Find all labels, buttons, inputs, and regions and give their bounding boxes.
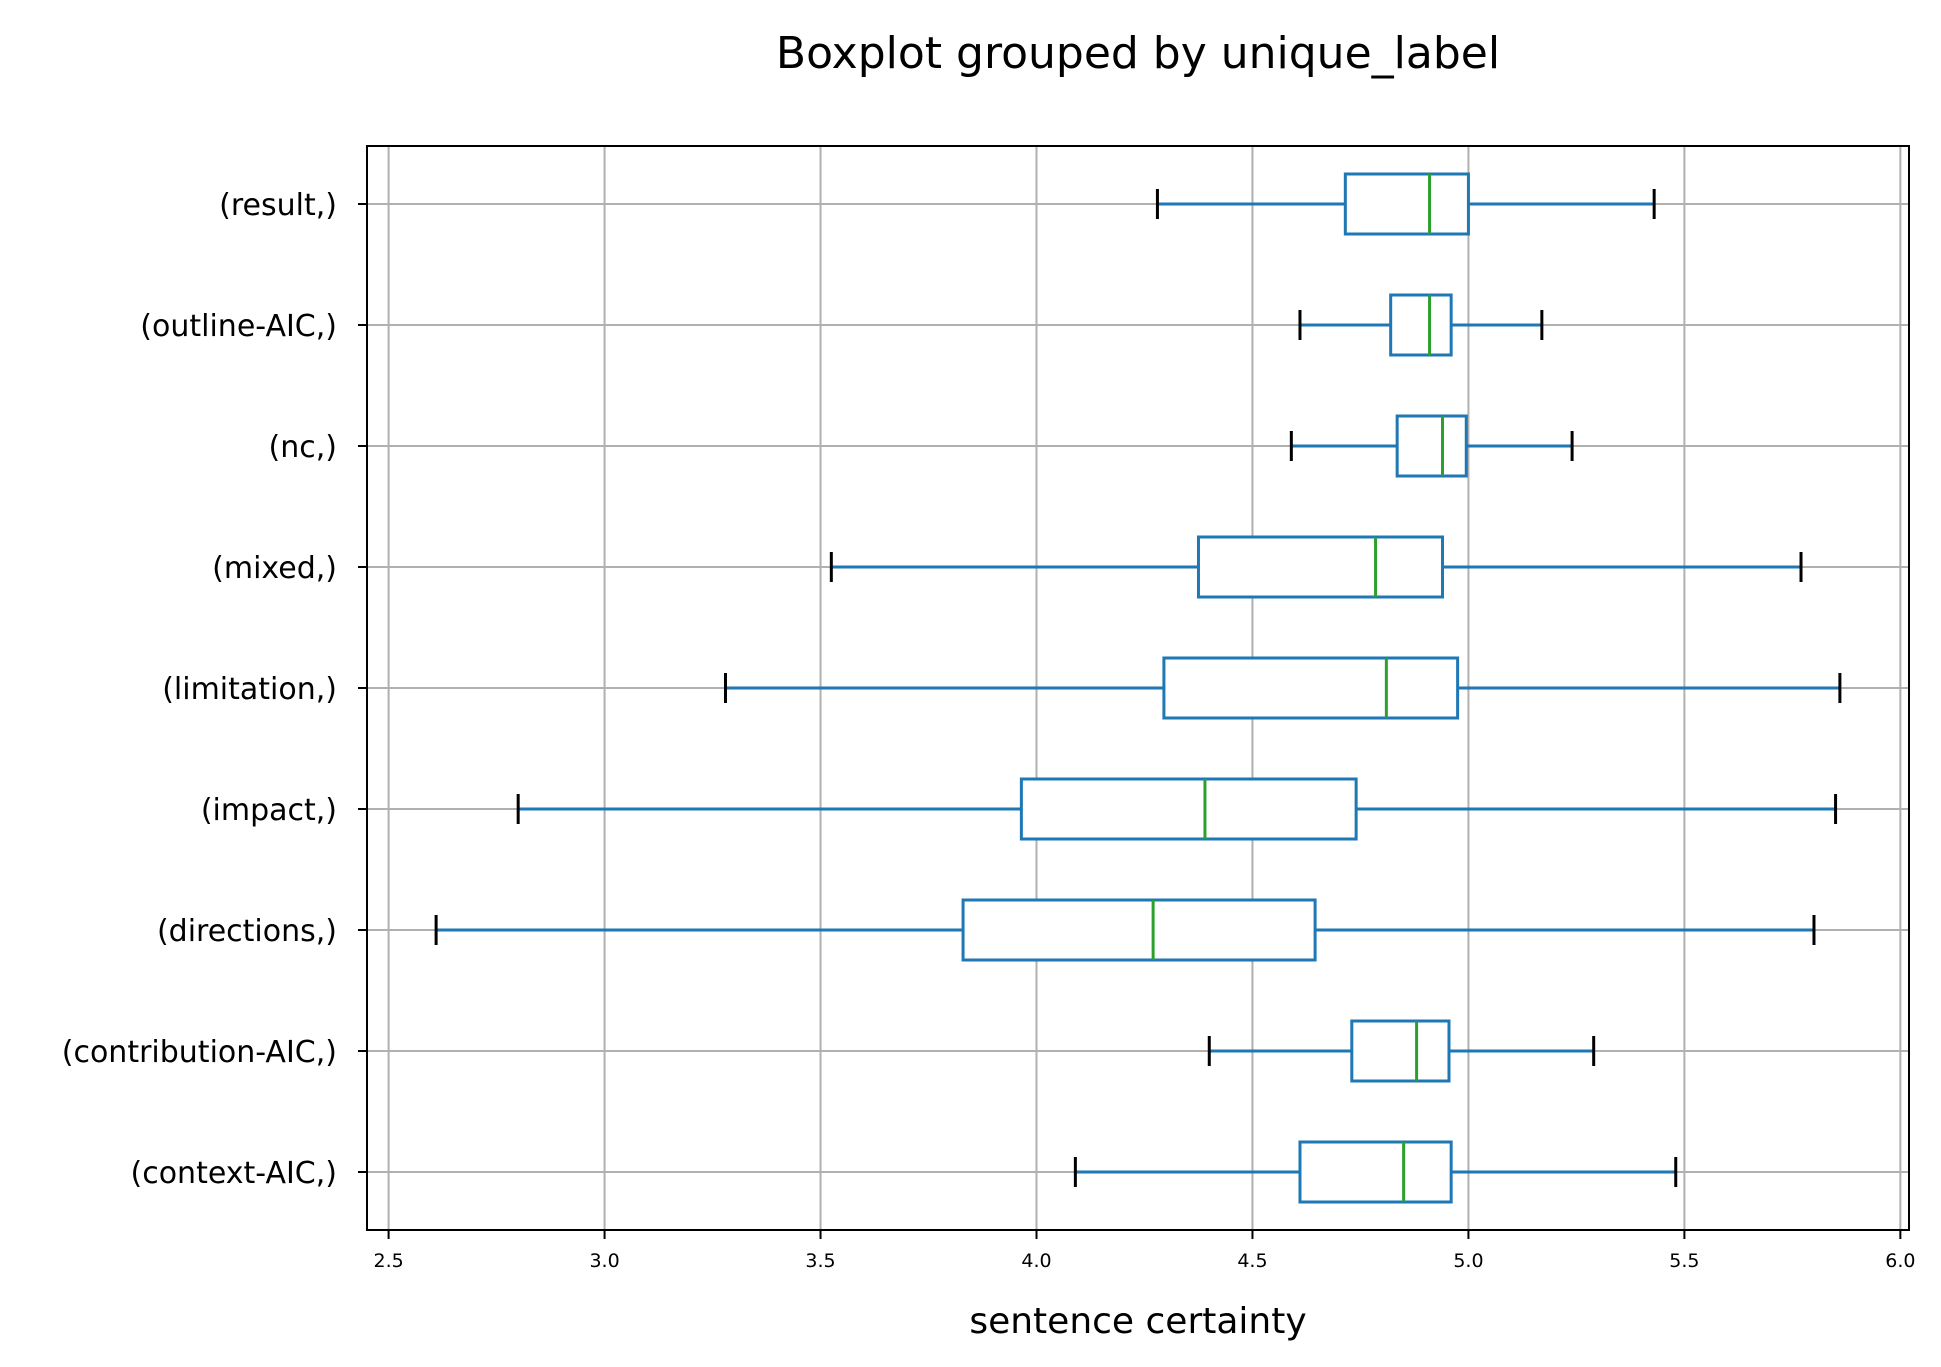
box-limitation (724, 656, 1842, 720)
iqr-box (1343, 172, 1470, 236)
box-context-aic (1073, 1140, 1678, 1204)
iqr-box (1019, 777, 1358, 841)
x-tick-label: 3.0 (589, 1250, 619, 1272)
x-axis: 2.5 3.0 3.5 4.0 4.5 5.0 5.5 6.0 (373, 1230, 1915, 1272)
x-tick-label: 5.5 (1669, 1250, 1699, 1272)
y-axis: (context-AIC,) (contribution-AIC,) (direct… (62, 188, 367, 1191)
y-tick-label: (contribution-AIC,) (62, 1035, 337, 1070)
iqr-box (961, 898, 1317, 962)
iqr-box (1350, 1019, 1451, 1083)
iqr-box (1162, 656, 1460, 720)
box-contribution-aic (1207, 1019, 1596, 1083)
y-tick-label: (result,) (219, 188, 337, 223)
box-mixed (829, 535, 1803, 599)
y-tick-label: (limitation,) (162, 672, 337, 707)
x-axis-label: sentence certainty (969, 1301, 1306, 1342)
box-impact (516, 777, 1838, 841)
iqr-box (1196, 535, 1445, 599)
x-tick-label: 2.5 (373, 1250, 403, 1272)
iqr-box (1389, 293, 1453, 357)
box-outline-aic (1298, 293, 1544, 357)
box-series (434, 172, 1842, 1204)
chart-title: Boxplot grouped by unique_label (776, 28, 1500, 79)
box-result (1155, 172, 1656, 236)
iqr-box (1395, 414, 1468, 478)
x-tick-label: 4.5 (1237, 1250, 1267, 1272)
iqr-box (1298, 1140, 1453, 1204)
x-tick-label: 3.5 (805, 1250, 835, 1272)
y-tick-label: (outline-AIC,) (140, 309, 337, 344)
y-tick-label: (directions,) (157, 914, 337, 949)
y-tick-label: (context-AIC,) (131, 1156, 338, 1191)
y-tick-label: (impact,) (201, 793, 337, 828)
y-tick-label: (mixed,) (212, 551, 337, 586)
box-directions (434, 898, 1816, 962)
y-tick-label: (nc,) (269, 430, 337, 465)
x-tick-label: 5.0 (1453, 1250, 1483, 1272)
x-tick-label: 6.0 (1885, 1250, 1915, 1272)
x-tick-label: 4.0 (1021, 1250, 1051, 1272)
box-nc (1289, 414, 1574, 478)
